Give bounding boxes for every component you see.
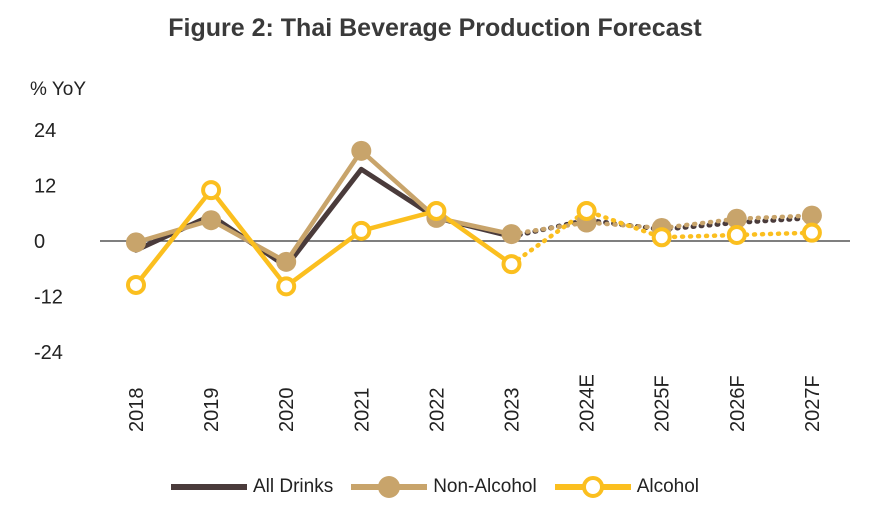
legend-item-all-drinks: All Drinks [170, 476, 334, 498]
x-tick-label: 2027F [802, 375, 824, 432]
point-alcohol [426, 200, 447, 221]
point-non-alcohol [126, 232, 146, 253]
legend-label-all-drinks: All Drinks [252, 476, 334, 497]
series-line-alcohol [133, 187, 514, 289]
x-tick-label: 2023 [502, 388, 524, 433]
x-tick-label: 2021 [351, 388, 373, 433]
y-tick-label: 12 [34, 176, 56, 198]
point-alcohol [801, 222, 822, 243]
legend-label-alcohol: Alcohol [636, 476, 700, 497]
legend-item-alcohol: Alcohol [554, 476, 700, 498]
chart-title: Figure 2: Thai Beverage Production Forec… [168, 14, 702, 42]
point-non-alcohol [801, 205, 822, 226]
point-non-alcohol [351, 140, 372, 161]
point-alcohol [576, 200, 597, 221]
x-tick-label: 2019 [201, 388, 223, 433]
point-alcohol [501, 254, 522, 275]
legend-swatch-all-drinks [170, 476, 247, 498]
series-line-all-drinks [133, 166, 514, 269]
series-forecast-line-alcohol [509, 208, 815, 267]
series-line-non-alcohol [133, 148, 514, 265]
point-non-alcohol [726, 208, 747, 229]
legend-item-non-alcohol: Non-Alcohol [351, 476, 537, 498]
x-tick-label: 2024E [577, 374, 599, 432]
point-non-alcohol [201, 210, 222, 231]
y-tick-label: -24 [34, 342, 63, 364]
point-non-alcohol [276, 251, 297, 272]
x-tick-label: 2025F [652, 375, 674, 432]
y-tick-label: 24 [34, 120, 56, 142]
x-tick-label: 2018 [126, 388, 148, 433]
legend: All Drinks Non-Alcohol Alcohol [0, 476, 870, 498]
y-tick-label: -12 [34, 287, 63, 309]
legend-swatch-alcohol [554, 476, 631, 498]
point-alcohol [651, 227, 672, 248]
point-alcohol [126, 274, 146, 295]
legend-swatch-non-alcohol [351, 476, 428, 498]
x-tick-label: 2022 [426, 388, 448, 433]
point-alcohol [276, 276, 297, 297]
x-tick-label: 2020 [276, 388, 298, 433]
y-tick-label: 0 [34, 231, 45, 253]
y-axis-label: % YoY [30, 79, 86, 100]
legend-label-non-alcohol: Non-Alcohol [433, 476, 537, 497]
point-alcohol [726, 224, 747, 245]
point-non-alcohol [501, 224, 522, 245]
x-tick-label: 2026F [727, 375, 749, 432]
point-alcohol [201, 180, 222, 201]
point-alcohol [351, 220, 372, 241]
